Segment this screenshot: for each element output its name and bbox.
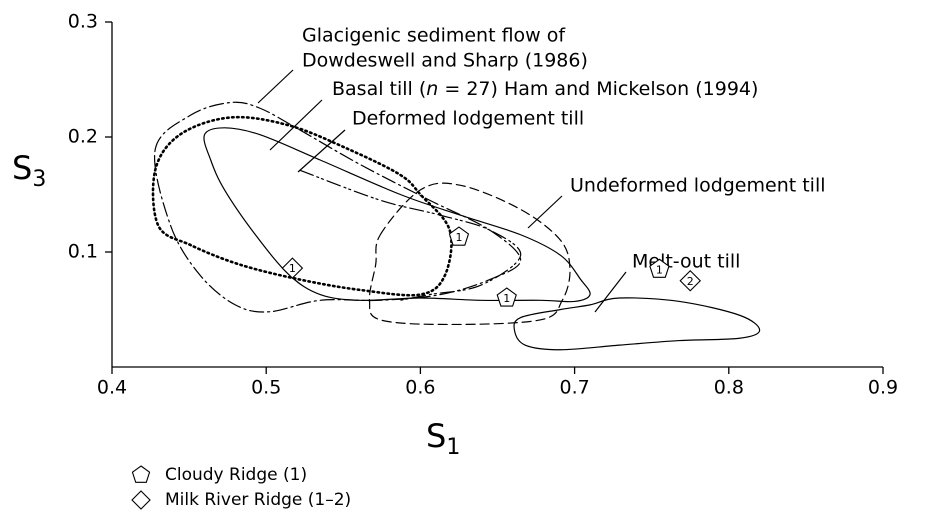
x-tick-label: 0.4 — [97, 377, 127, 399]
y-tick-label: 0.2 — [68, 126, 98, 148]
legend-marker — [131, 490, 151, 510]
annotation: Deformed lodgement till — [352, 108, 584, 130]
annotation-part: Basal till ( — [332, 78, 426, 100]
x-tick-label: 0.9 — [868, 377, 898, 399]
x-tick-label: 0.7 — [559, 377, 589, 399]
leader-line — [297, 129, 346, 173]
leader-line — [269, 99, 323, 151]
legend-label: Cloudy Ridge (1) — [165, 465, 307, 485]
point-label: 1 — [455, 231, 462, 244]
annotation: Dowdeswell and Sharp (1986) — [302, 50, 588, 72]
y-axis-label-subscript: 3 — [32, 167, 46, 192]
annotation: Undeformed lodgement till — [570, 175, 826, 197]
point — [448, 226, 470, 246]
annotation: Basal till (n = 27) Ham and Mickelson (1… — [332, 78, 758, 100]
point — [496, 287, 517, 307]
annotation: Glacigenic sediment flow of — [302, 25, 566, 47]
point-label: 1 — [503, 292, 510, 305]
y-axis-label-base: S — [12, 149, 32, 187]
annotations: Glacigenic sediment flow of Dowdeswell a… — [257, 25, 826, 313]
point — [679, 269, 702, 292]
region-outline — [151, 115, 453, 297]
region-outline — [299, 169, 522, 301]
x-axis-label: S1 — [426, 417, 460, 460]
point-label: 2 — [687, 275, 694, 288]
point-label: 1 — [656, 263, 663, 276]
y-axis-label: S3 — [12, 149, 46, 192]
legend-label: Milk River Ridge (1–2) — [165, 490, 351, 510]
point — [281, 257, 304, 279]
leader-line — [527, 195, 563, 229]
leader-line — [594, 271, 627, 313]
region-outline — [203, 127, 591, 303]
y-tick-label: 0.1 — [68, 241, 98, 263]
region-outline — [513, 297, 761, 351]
x-axis-label-base: S — [426, 417, 446, 455]
leader-line — [257, 69, 294, 104]
region-outline — [368, 182, 571, 326]
annotation-part: = 27) Ham and Mickelson (1994) — [438, 78, 758, 100]
annotation-part: n — [426, 78, 438, 100]
point-label: 1 — [289, 262, 296, 275]
y-tick-label: 0.3 — [68, 11, 98, 33]
annotation: Melt-out till — [632, 251, 740, 273]
x-tick-label: 0.8 — [714, 377, 744, 399]
x-tick-label: 0.6 — [405, 377, 435, 399]
region-outline — [153, 101, 522, 313]
legend-marker — [131, 465, 151, 483]
point — [649, 258, 670, 278]
x-tick-label: 0.5 — [251, 377, 281, 399]
x-axis-label-subscript: 1 — [446, 435, 460, 460]
